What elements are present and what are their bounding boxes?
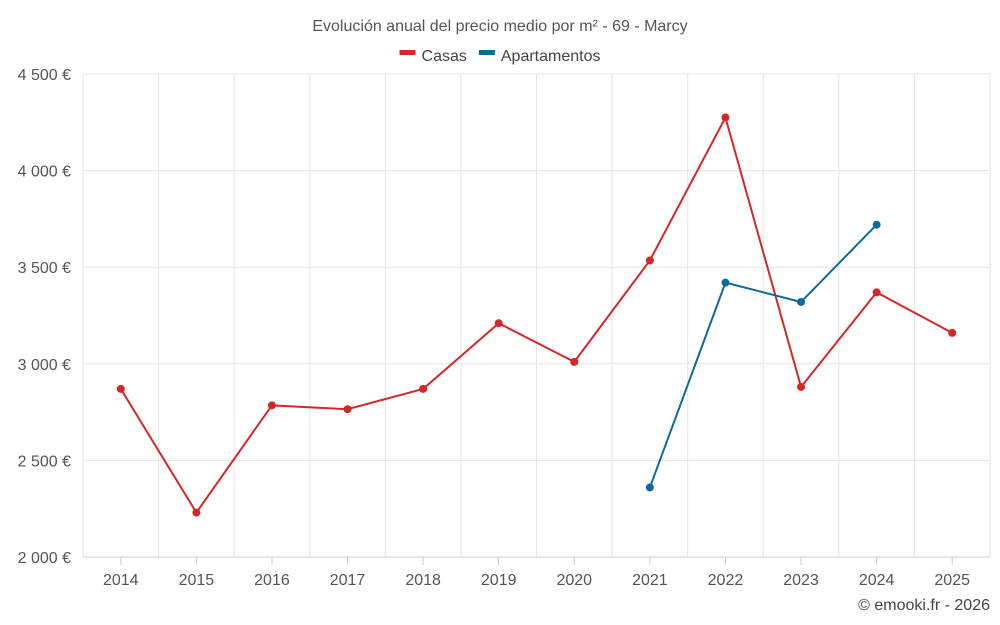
y-tick-label: 3 000 € [18,357,71,374]
x-tick-label: 2023 [783,572,819,589]
axes: 2 000 € 2 500 € 3 000 € 3 500 € 4 000 € 4 500… [18,67,990,589]
x-tick-label: 2020 [556,572,592,589]
legend-label: Casas [422,48,467,65]
x-tick-label: 2019 [481,572,517,589]
chart-title: Evolución anual del precio medio por m² … [312,18,687,35]
data-point-casas[interactable] [645,256,654,265]
grid [82,73,991,558]
data-point-apartamentos[interactable] [872,220,881,229]
x-tick-label: 2021 [632,572,668,589]
x-tick-label: 2018 [405,572,441,589]
x-tick-label: 2024 [859,572,895,589]
y-tick-label: 2 500 € [18,453,71,470]
data-point-casas[interactable] [948,328,957,337]
legend-label: Apartamentos [501,48,601,65]
x-tick-label: 2014 [103,572,139,589]
data-point-casas[interactable] [343,405,352,414]
data-point-apartamentos[interactable] [797,297,806,306]
data-point-casas[interactable] [872,288,881,297]
legend-item-apartamentos[interactable]: Apartamentos [478,48,601,65]
legend: Casas Apartamentos [399,48,601,65]
legend-swatch [399,50,416,55]
y-tick-label: 3 500 € [18,260,71,277]
data-point-casas[interactable] [419,384,428,393]
data-point-apartamentos[interactable] [721,278,730,287]
x-tick-label: 2025 [934,572,970,589]
data-point-casas[interactable] [267,401,276,410]
x-tick-label: 2017 [330,572,366,589]
data-point-casas[interactable] [494,319,503,328]
data-point-casas[interactable] [116,384,125,393]
data-point-casas[interactable] [570,357,579,366]
y-tick-label: 4 500 € [18,67,71,84]
series-layer [116,113,957,517]
x-tick-label: 2015 [179,572,215,589]
x-tick-label: 2022 [708,572,744,589]
series-line-apartamentos [648,223,878,488]
legend-swatch [478,50,495,55]
credit-label: © emooki.fr - 2026 [858,597,990,614]
series-line-casas [119,116,953,514]
data-point-casas[interactable] [797,382,806,391]
data-point-casas[interactable] [721,113,730,122]
y-tick-label: 4 000 € [18,164,71,181]
data-point-apartamentos[interactable] [645,483,654,492]
data-point-casas[interactable] [192,508,201,517]
x-tick-label: 2016 [254,572,290,589]
legend-item-casas[interactable]: Casas [399,48,467,65]
y-tick-label: 2 000 € [18,550,71,567]
